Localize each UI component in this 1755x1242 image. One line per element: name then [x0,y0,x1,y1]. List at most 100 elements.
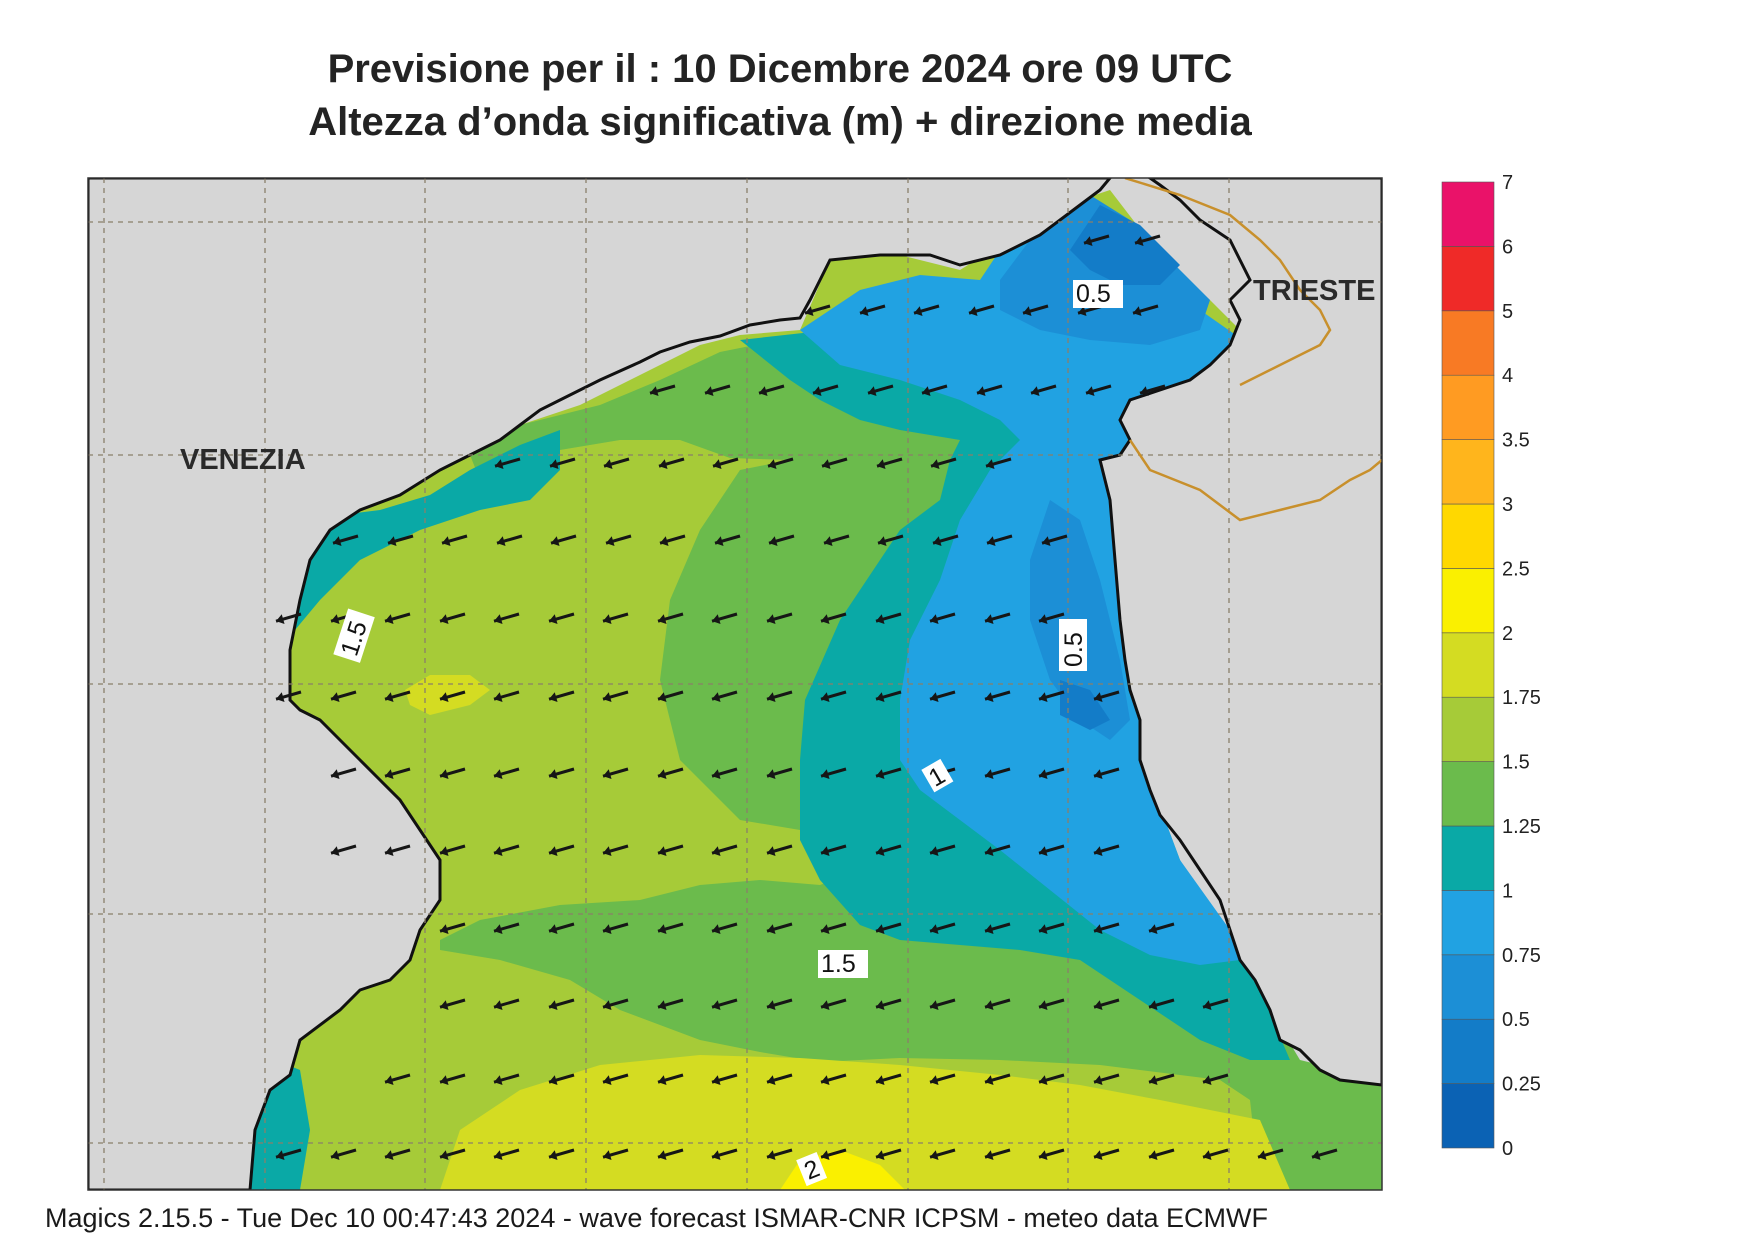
wave-arrow-head [769,536,778,547]
wave-arrow-head [1094,1150,1103,1161]
wave-arrow-head [930,1075,939,1086]
legend-level-label: 0 [1502,1138,1513,1160]
legend-level-label: 5 [1502,301,1513,323]
wave-arrow-head [1086,386,1095,397]
legend-level-label: 2 [1502,623,1513,645]
wave-arrow-head [930,614,939,625]
wave-arrow-head [759,386,768,397]
wave-arrow-head [985,769,994,780]
wave-arrow-head [821,614,830,625]
legend-level-label: 3 [1502,494,1513,516]
legend-level-label: 1.25 [1502,816,1541,838]
legend-swatch [1441,890,1495,956]
wave-arrow-head [821,1000,830,1011]
land-west-coast [88,178,1112,1190]
graticule [88,178,1382,1190]
sea-zone-1-75-south [440,1055,1290,1190]
wave-arrow-head [824,536,833,547]
legend-level-label: 0.75 [1502,945,1541,967]
legend-swatch [1441,761,1495,827]
wave-arrow-head [931,459,940,470]
wave-arrow-head [494,692,503,703]
wave-arrow-head [1149,1000,1158,1011]
wave-arrow-head [876,846,885,857]
wave-arrow-head [497,536,506,547]
wave-arrow-head [767,692,776,703]
wave-arrow-head [713,459,722,470]
wave-arrow-head [985,1075,994,1086]
wave-arrow-head [440,924,449,935]
wave-arrow-head [821,692,830,703]
wave-arrow-head [985,692,994,703]
wave-arrow-head [977,386,986,397]
wave-arrow-head [495,459,504,470]
wave-arrow-head [876,1075,885,1086]
wave-arrow-head [985,1000,994,1011]
wave-arrow-head [658,846,667,857]
wave-arrow-head [930,692,939,703]
wave-arrow-head [551,536,560,547]
legend-swatch [1441,632,1495,698]
wave-arrow-head [331,846,340,857]
wave-arrow-head [276,692,285,703]
wave-arrow-head [658,924,667,935]
wave-arrow-head [1039,924,1048,935]
wave-arrow-head [1203,1075,1212,1086]
wave-arrow-head [549,692,558,703]
wave-arrow-head [660,536,669,547]
legend-swatch [1441,568,1495,634]
wave-arrow-head [868,386,877,397]
wave-arrow-head [712,1000,721,1011]
wave-arrow-head [603,924,612,935]
wave-arrow-head [985,846,994,857]
map-title-line2: Altezza d’onda significativa (m) + direz… [308,100,1252,144]
wave-arrow-head [1140,386,1149,397]
wave-arrow-head [1078,306,1087,317]
wave-arrow-head [1094,1000,1103,1011]
wave-arrow-head [549,1075,558,1086]
wave-arrow-head [604,459,613,470]
wave-arrow-head [603,614,612,625]
wave-arrow-head [331,614,340,625]
legend-level-label: 1.5 [1502,752,1530,774]
wave-arrow-head [1149,1150,1158,1161]
wave-arrow-head [494,846,503,857]
wave-arrow-head [1039,614,1048,625]
map-plot-area [88,178,1382,1190]
wave-arrow-head [440,1150,449,1161]
wave-arrow-head [1039,1075,1048,1086]
color-scale-legend: 0 0.25 0.5 0.75 1 1.25 1.5 1.75 2 2.5 3 3.5 4 5 6 7 [1441,172,1541,1160]
wave-arrow-head [1203,1000,1212,1011]
wave-arrow-head [549,614,558,625]
wave-arrow-head [1039,692,1048,703]
wave-arrow-head [658,692,667,703]
map-frame [87,177,1383,1191]
wave-arrow-head [1094,769,1103,780]
wave-arrow-head [712,924,721,935]
wave-arrow-head [440,1075,449,1086]
wave-arrow-head [712,1150,721,1161]
wave-arrow-head [1094,1075,1103,1086]
wave-arrow-head [276,1150,285,1161]
wave-arrow-head [1203,1150,1212,1161]
wave-arrow-head [985,1150,994,1161]
wave-arrow-head [985,924,994,935]
sea-zone-venezia-teal [292,430,560,630]
wave-arrow-head [930,1000,939,1011]
sea-zone-1-75-west [405,675,490,715]
wave-arrow-head [603,769,612,780]
wave-arrow-head [494,924,503,935]
wave-arrow-head [606,536,615,547]
sea-zone-0-25 [1060,205,1180,730]
legend-swatch [1441,825,1495,891]
wave-arrow-head [1094,924,1103,935]
wave-arrow-head [715,536,724,547]
wave-arrow-head [603,1075,612,1086]
wave-arrow-head [603,1000,612,1011]
wave-arrow-head [658,769,667,780]
wave-arrow-head [1042,536,1051,547]
wave-arrow-head [767,1075,776,1086]
land-east-coast [1098,178,1382,1087]
wave-arrow-head [385,846,394,857]
wave-arrow-head [860,306,869,317]
